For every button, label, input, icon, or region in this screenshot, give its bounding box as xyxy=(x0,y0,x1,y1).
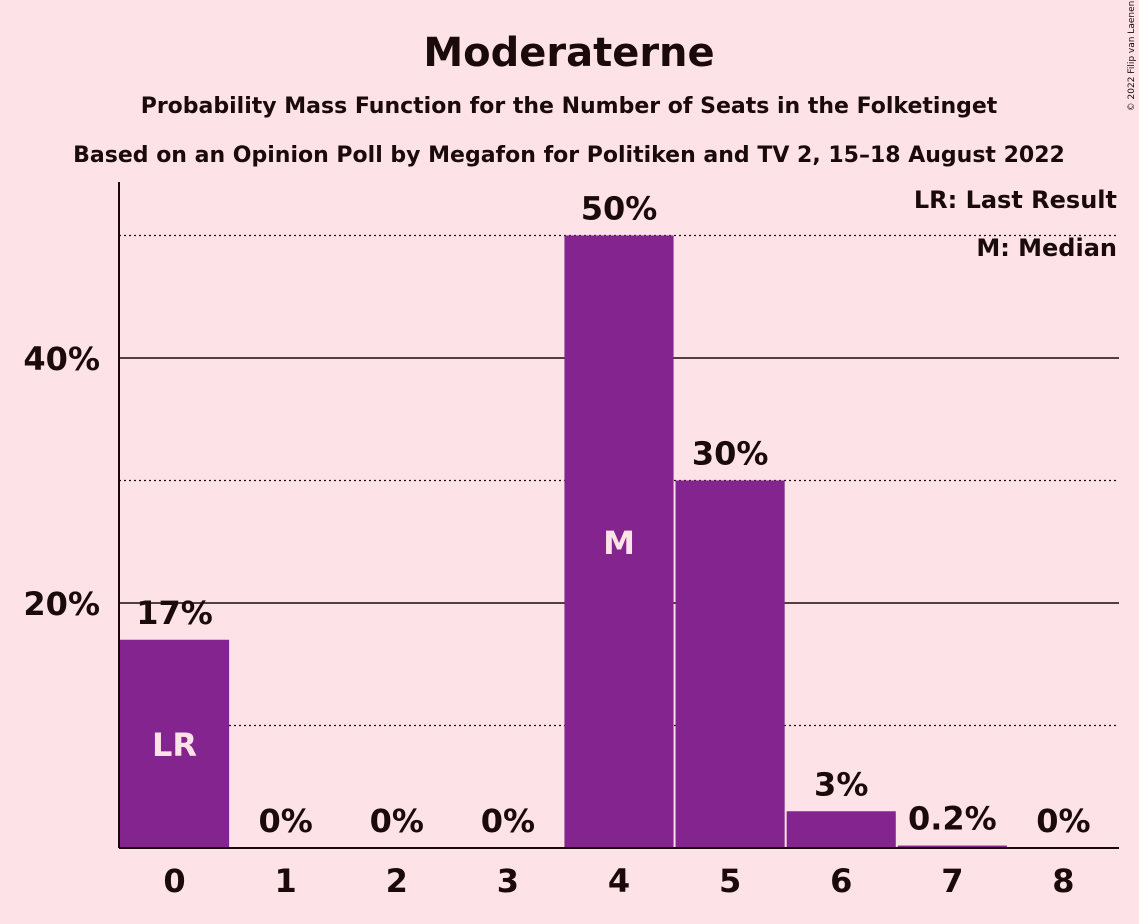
bar-seats-6 xyxy=(786,811,896,848)
y-tick-label: 20% xyxy=(23,585,100,623)
value-label-2: 0% xyxy=(370,802,424,840)
value-label-8: 0% xyxy=(1036,802,1090,840)
bar-seats-0 xyxy=(120,639,230,848)
y-tick-label: 40% xyxy=(23,340,100,378)
bar-marker-M: M xyxy=(603,524,635,562)
x-tick-label-5: 5 xyxy=(719,862,741,900)
copyright-text: © 2022 Filip van Laenen xyxy=(1127,1,1137,112)
y-tick-labels: 20% 40% xyxy=(23,340,100,623)
value-label-1: 0% xyxy=(259,802,313,840)
legend-last-result: LR: Last Result xyxy=(914,186,1117,214)
x-tick-label-8: 8 xyxy=(1052,862,1074,900)
x-tick-label-1: 1 xyxy=(275,862,297,900)
value-label-6: 3% xyxy=(814,765,868,803)
bar-marker-LR: LR xyxy=(152,726,197,764)
x-tick-label-6: 6 xyxy=(830,862,852,900)
chart-subtitle: Probability Mass Function for the Number… xyxy=(141,94,998,119)
value-label-4: 50% xyxy=(581,190,658,228)
x-tick-labels: 0 1 2 3 4 5 6 7 8 xyxy=(163,862,1074,900)
value-label-7: 0.2% xyxy=(908,800,997,838)
legend: LR: Last Result M: Median xyxy=(914,186,1117,262)
value-labels: 17% LR 0% 0% 0% 50% M 30% 3% 0.2% 0% xyxy=(136,190,1090,841)
bar-seats-5 xyxy=(675,480,785,848)
x-tick-label-3: 3 xyxy=(497,862,519,900)
chart-subtitle-2: Based on an Opinion Poll by Megafon for … xyxy=(73,143,1065,168)
x-tick-label-2: 2 xyxy=(386,862,408,900)
bars xyxy=(120,235,1007,848)
bar-seats-4 xyxy=(564,235,674,848)
x-tick-label-4: 4 xyxy=(608,862,630,900)
value-label-3: 0% xyxy=(481,802,535,840)
bar-seats-7 xyxy=(897,845,1007,848)
chart-title: Moderaterne xyxy=(423,30,714,76)
value-label-0: 17% xyxy=(136,594,213,632)
legend-median: M: Median xyxy=(976,234,1117,262)
x-tick-label-7: 7 xyxy=(941,862,963,900)
value-label-5: 30% xyxy=(692,435,769,473)
x-tick-label-0: 0 xyxy=(163,862,185,900)
